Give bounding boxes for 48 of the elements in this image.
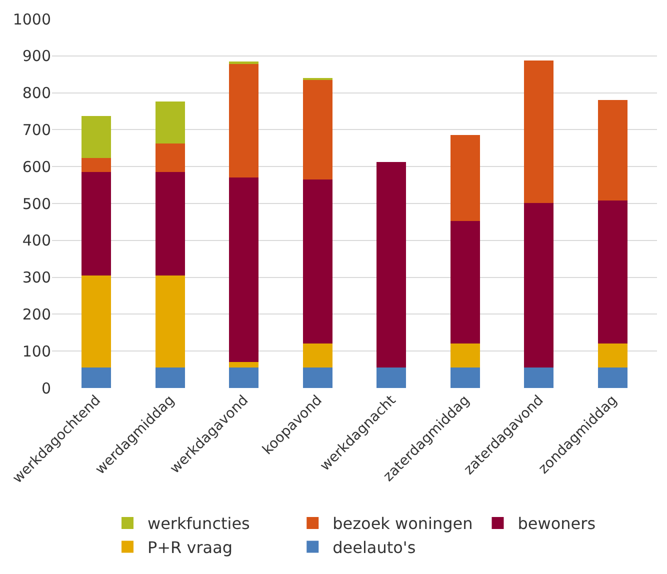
y-tick-label: 700 — [22, 120, 51, 139]
bar — [229, 368, 259, 388]
legend-label: bezoek woningen — [332, 514, 473, 534]
bar — [302, 344, 332, 368]
y-tick-label: 300 — [22, 268, 51, 287]
bar — [155, 275, 185, 368]
y-tick-label: 0 — [41, 379, 51, 398]
bar — [82, 172, 112, 276]
y-tick-label: 100 — [22, 342, 51, 360]
bar — [229, 178, 259, 362]
y-tick-label: 400 — [22, 232, 51, 250]
legend-label: deelauto's — [332, 538, 416, 558]
bar — [524, 368, 554, 388]
bar — [598, 368, 628, 388]
bar — [524, 60, 554, 203]
bar — [155, 172, 185, 276]
y-tick-label: 800 — [22, 84, 51, 102]
bar — [229, 362, 259, 368]
bar — [376, 162, 406, 368]
legend-label: P+R vraag — [148, 538, 233, 558]
bar — [450, 220, 480, 344]
bar — [598, 344, 628, 368]
bar — [229, 61, 259, 64]
y-tick-label: 1000 — [12, 10, 51, 28]
bar — [302, 368, 332, 388]
bar — [155, 143, 185, 172]
bar — [524, 202, 554, 368]
bar — [155, 102, 185, 144]
y-tick-label: 500 — [22, 194, 51, 213]
bar — [82, 116, 112, 158]
legend-label: bewoners — [518, 514, 596, 534]
bar — [82, 158, 112, 172]
bar — [82, 275, 112, 368]
bar — [302, 80, 332, 180]
y-tick-label: 900 — [22, 47, 51, 66]
bar — [598, 200, 628, 344]
bar — [450, 135, 480, 221]
bar — [450, 344, 480, 368]
bar — [302, 180, 332, 344]
bar — [450, 368, 480, 388]
y-tick-label: 200 — [22, 305, 51, 324]
bar — [376, 368, 406, 388]
bar — [82, 368, 112, 388]
bar — [229, 63, 259, 178]
bar — [155, 368, 185, 388]
y-tick-label: 600 — [22, 158, 51, 176]
bar — [598, 100, 628, 201]
legend-label: werkfuncties — [148, 514, 250, 534]
